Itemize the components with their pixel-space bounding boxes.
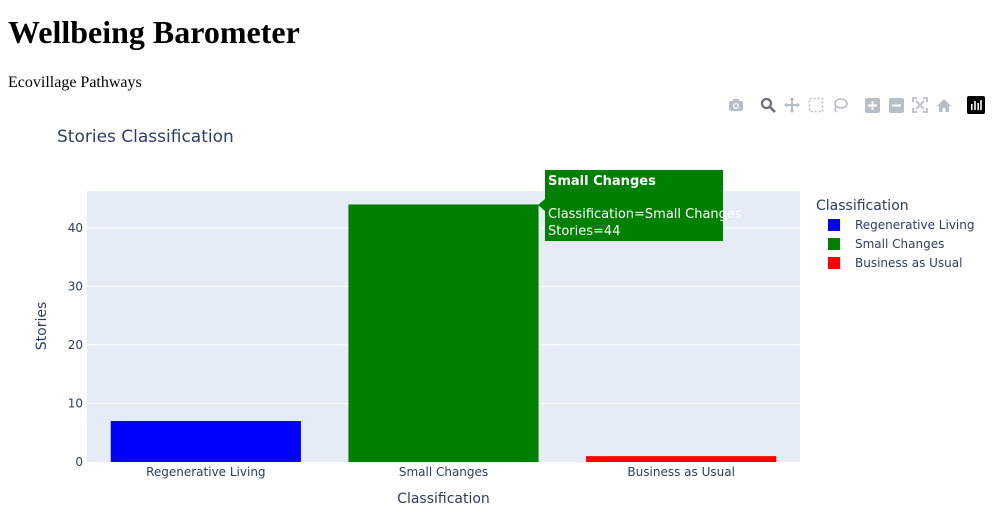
autoscale-icon[interactable] bbox=[910, 95, 930, 115]
legend-item-label[interactable]: Small Changes bbox=[855, 237, 944, 251]
y-tick-label: 10 bbox=[68, 396, 83, 410]
y-axis-label: Stories bbox=[34, 302, 50, 351]
x-tick-label: Regenerative Living bbox=[146, 465, 265, 479]
chart-modebar bbox=[724, 95, 990, 115]
y-tick-label: 30 bbox=[68, 279, 83, 293]
y-tick-label: 20 bbox=[68, 338, 83, 352]
x-tick-label: Small Changes bbox=[399, 465, 488, 479]
zoom-icon[interactable] bbox=[758, 95, 778, 115]
x-tick-label: Business as Usual bbox=[627, 465, 734, 479]
legend-swatch[interactable] bbox=[828, 257, 840, 269]
y-tick-label: 40 bbox=[68, 221, 83, 235]
reset-axes-icon[interactable] bbox=[934, 95, 954, 115]
chart-title: Stories Classification bbox=[57, 127, 234, 147]
hover-title: Small Changes bbox=[548, 174, 656, 189]
hover-tooltip: Small Changes Classification=Small Chang… bbox=[538, 170, 742, 241]
y-tick-label: 0 bbox=[75, 455, 83, 469]
legend-title: Classification bbox=[816, 198, 909, 214]
x-axis-ticks: Regenerative Living Small Changes Business… bbox=[146, 465, 735, 479]
bars bbox=[110, 204, 777, 462]
bar[interactable] bbox=[110, 421, 301, 462]
box-select-icon[interactable] bbox=[806, 95, 826, 115]
zoom-out-icon[interactable] bbox=[886, 95, 906, 115]
bar[interactable] bbox=[348, 204, 539, 462]
camera-icon[interactable] bbox=[726, 95, 746, 115]
y-axis-ticks: 0 10 20 30 40 bbox=[68, 221, 83, 469]
zoom-in-icon[interactable] bbox=[862, 95, 882, 115]
legend-swatch[interactable] bbox=[828, 219, 840, 231]
hover-line-stories: Stories=44 bbox=[548, 224, 620, 239]
pan-icon[interactable] bbox=[782, 95, 802, 115]
page-title: Wellbeing Barometer bbox=[8, 14, 300, 50]
x-axis-label: Classification bbox=[397, 491, 490, 507]
legend-item-label[interactable]: Regenerative Living bbox=[855, 218, 974, 232]
bar[interactable] bbox=[586, 456, 777, 462]
legend-swatch[interactable] bbox=[828, 238, 840, 250]
hover-line-classification: Classification=Small Changes bbox=[548, 207, 742, 222]
legend-item-label[interactable]: Business as Usual bbox=[855, 256, 962, 270]
lasso-select-icon[interactable] bbox=[830, 95, 850, 115]
plotly-logo-icon[interactable] bbox=[966, 95, 986, 115]
page-subtitle: Ecovillage Pathways bbox=[8, 74, 142, 91]
legend: Classification Regenerative Living Small … bbox=[816, 198, 974, 270]
